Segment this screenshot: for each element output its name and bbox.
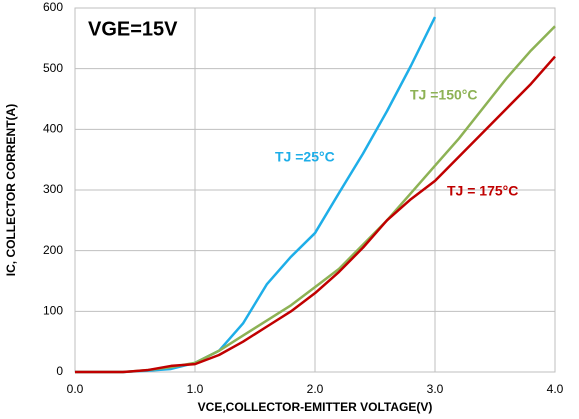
annotation: TJ =25°C <box>275 149 335 165</box>
x-axis-title: VCE,COLLECTOR-EMITTER VOLTAGE(V) <box>198 400 433 414</box>
x-tick-label: 1.0 <box>187 382 204 396</box>
series-line <box>75 16 437 374</box>
y-tick-label: 300 <box>43 182 63 196</box>
y-axis-title: IC, COLLECTOR CORRENT(A) <box>4 104 18 276</box>
plot-frame <box>74 7 556 373</box>
y-tick-label: 600 <box>43 0 63 14</box>
annotation: VGE=15V <box>88 18 178 40</box>
x-tick-label: 0.0 <box>67 382 84 396</box>
annotation: TJ =150°C <box>410 87 477 103</box>
series-line <box>75 55 556 374</box>
y-tick-label: 200 <box>43 243 63 257</box>
x-tick-label: 4.0 <box>547 382 564 396</box>
y-tick-label: 400 <box>43 122 63 136</box>
y-tick-label: 0 <box>56 364 63 378</box>
y-tick-label: 100 <box>43 304 63 318</box>
y-tick-label: 500 <box>43 61 63 75</box>
x-tick-label: 2.0 <box>307 382 324 396</box>
x-tick-label: 3.0 <box>427 382 444 396</box>
annotation: TJ = 175°C <box>447 183 518 199</box>
